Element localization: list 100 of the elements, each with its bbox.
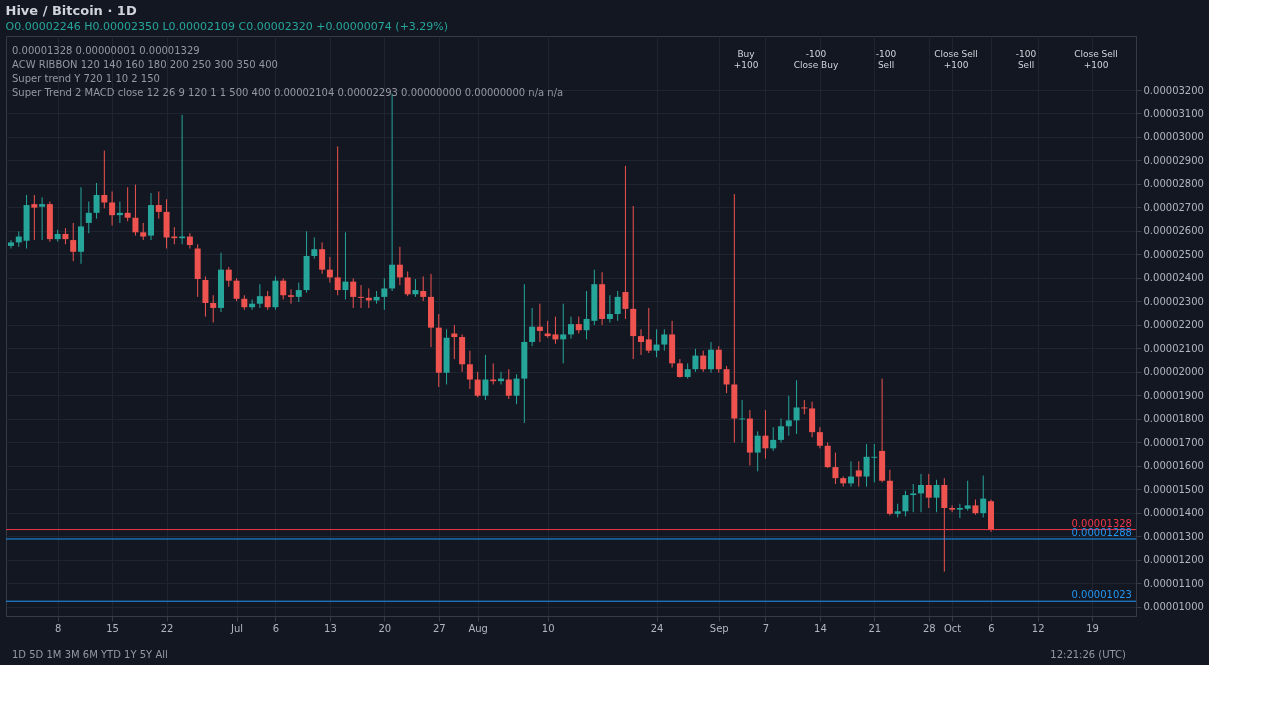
candlestick (210, 294, 217, 323)
candlestick (941, 477, 948, 573)
candlestick (785, 395, 792, 437)
candlestick (902, 490, 909, 517)
annotation: Close Sell +100 (934, 49, 978, 70)
ref-line-label: 0.00001288 (1071, 526, 1132, 538)
candlestick (801, 399, 808, 415)
text: 1D 5D 1M 3M 6M YTD 1Y 5Y All (12, 649, 168, 660)
y-tick-label: 0.00002800 (1143, 178, 1204, 190)
candlestick (85, 201, 92, 234)
candlestick (529, 307, 536, 347)
candlestick (606, 294, 613, 323)
candlestick (225, 266, 232, 288)
candlestick (350, 277, 357, 309)
candlestick (676, 358, 683, 379)
candlestick (832, 452, 839, 485)
y-tick-label: 0.00003000 (1143, 131, 1204, 143)
candlestick (638, 328, 644, 356)
candlestick (70, 222, 77, 262)
candlestick (925, 473, 932, 509)
annotation: 0.00001328 0.00000001 0.00001329 (12, 45, 200, 56)
candlestick (956, 503, 963, 519)
x-tick-label: 19 (1086, 622, 1099, 634)
x-tick-label: Sep (709, 622, 729, 634)
y-tick-label: 0.00002400 (1143, 272, 1204, 284)
candlestick (661, 328, 668, 352)
text: 12:21:26 (UTC) (1050, 649, 1127, 660)
candlestick (358, 284, 364, 309)
y-tick-label: 0.00001200 (1143, 554, 1204, 566)
candlestick (723, 365, 730, 394)
candlestick (295, 282, 302, 303)
x-tick-label: 15 (106, 622, 119, 634)
x-tick-label: 10 (541, 622, 555, 634)
candlestick (381, 277, 388, 311)
annotation: Super Trend 2 MACD close 12 26 9 120 1 1 500 400 0.00002104 0.00002293 0.00000000 0.00000000 n/a n/a (12, 87, 564, 98)
y-tick-label: 0.00001000 (1143, 601, 1204, 613)
y-tick-label: 0.00001500 (1143, 483, 1204, 495)
ref-line-label: 0.00001328 (1071, 517, 1132, 529)
y-tick-label: 0.00001900 (1143, 389, 1204, 401)
candlestick (264, 290, 271, 311)
annotation: -100 Sell (1015, 49, 1037, 70)
annotation: -100 Sell (875, 49, 897, 70)
x-tick-label: 14 (814, 622, 827, 634)
y-tick-label: 0.00001100 (1143, 577, 1204, 589)
candlestick (93, 182, 100, 220)
x-tick-label: 13 (324, 622, 337, 634)
candlestick (342, 231, 349, 300)
candlestick (155, 190, 162, 220)
annotation: Close Sell +100 (1074, 49, 1118, 70)
x-tick-label: 24 (650, 622, 664, 634)
x-tick-label: Jul (230, 622, 244, 634)
candlestick (326, 256, 333, 284)
x-tick-label: 28 (922, 622, 936, 634)
candlestick (256, 283, 263, 309)
candlestick (949, 504, 956, 513)
candlestick (233, 277, 240, 302)
y-tick-label: 0.00001800 (1143, 413, 1204, 425)
x-tick-label: 6 (272, 622, 280, 634)
y-tick-label: 0.00001600 (1143, 460, 1204, 472)
candlestick (39, 196, 46, 241)
y-tick-label: 0.00003100 (1143, 107, 1204, 119)
x-tick-label: 20 (378, 622, 392, 634)
y-tick-label: 0.00002600 (1143, 225, 1204, 237)
candlestick (311, 236, 318, 260)
y-tick-label: 0.00002700 (1143, 201, 1204, 213)
annotation: ACW RIBBON 120 140 160 180 200 250 300 350 400 (12, 59, 278, 70)
candlestick (708, 341, 714, 374)
y-tick-label: 0.00001300 (1143, 530, 1204, 542)
candlestick (466, 350, 473, 390)
y-tick-label: 0.00002900 (1143, 154, 1204, 166)
x-tick-label: 6 (988, 622, 995, 634)
ref-line-label: 0.00001023 (1071, 589, 1132, 601)
chart-subtitle: O0.00002246 H0.00002350 L0.00002109 C0.00002320 +0.00000074 (+3.29%) (5, 20, 449, 33)
candlestick (560, 303, 567, 364)
candlestick (824, 441, 831, 469)
y-tick-label: 0.00003200 (1143, 84, 1204, 96)
candlestick (778, 418, 784, 443)
candlestick (964, 480, 971, 512)
candlestick (653, 328, 660, 358)
candlestick (109, 190, 116, 226)
candlestick (692, 348, 699, 373)
candlestick (404, 271, 411, 297)
candlestick (816, 426, 823, 449)
candlestick (980, 475, 987, 518)
y-tick-label: 0.00002500 (1143, 248, 1204, 260)
candlestick (482, 354, 489, 401)
candlestick (280, 277, 287, 300)
candlestick (715, 345, 722, 374)
candlestick (645, 307, 652, 354)
x-tick-label: 8 (54, 622, 62, 634)
candlestick (513, 373, 520, 405)
candlestick (809, 401, 816, 438)
x-tick-label: Oct (943, 622, 962, 634)
x-tick-label: 27 (432, 622, 446, 634)
chart-title: Hive / Bitcoin · 1D (5, 3, 137, 18)
y-tick-label: 0.00001700 (1143, 436, 1204, 448)
candlestick (762, 409, 769, 460)
x-tick-label: 22 (160, 622, 174, 634)
candlestick (614, 290, 621, 322)
candlestick (910, 483, 917, 513)
